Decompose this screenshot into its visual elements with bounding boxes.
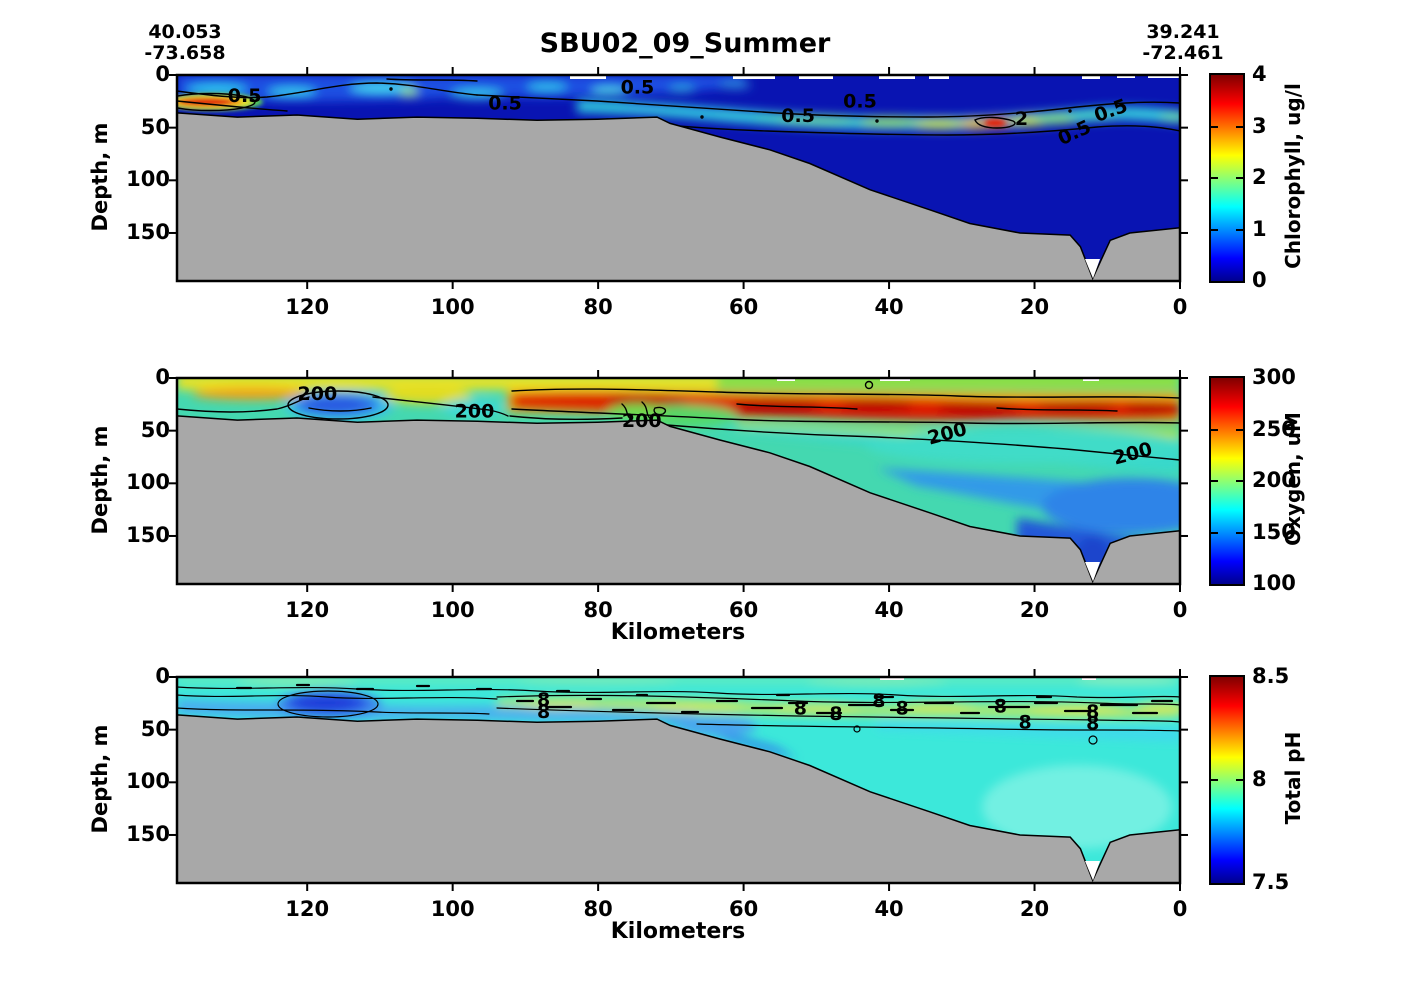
valley-gap bbox=[1085, 861, 1100, 881]
seafloor bbox=[177, 415, 1180, 584]
x-tick-label: 20 bbox=[1019, 295, 1050, 319]
x-tick-label: 60 bbox=[728, 897, 759, 921]
panel-chlorophyll: 0.5 0.50.50.50.52 0.50.5 bbox=[169, 67, 1188, 289]
contour-label: 8 bbox=[1086, 701, 1099, 723]
colorbar-title-ph: Total pH bbox=[1281, 731, 1305, 825]
valley-gap bbox=[1085, 259, 1100, 279]
x-tick-label: 80 bbox=[583, 295, 613, 319]
x-tick-label: 80 bbox=[583, 598, 613, 622]
contour-label: 200 bbox=[455, 401, 495, 423]
contour-label: 0.5 bbox=[488, 92, 522, 114]
contour-label: 8 bbox=[896, 698, 909, 720]
y-tick-label: 0 bbox=[155, 664, 170, 688]
y-axis-label: Depth, m bbox=[88, 122, 112, 232]
y-tick-label: 150 bbox=[126, 522, 170, 547]
field-chlorophyll bbox=[177, 75, 1180, 281]
colorbar-chlorophyll bbox=[1209, 73, 1245, 283]
contour-dashes bbox=[235, 683, 1174, 715]
colorbar-ph bbox=[1209, 675, 1245, 885]
axis-ticks bbox=[169, 67, 1188, 289]
colorbar-title-oxygen: Oxygen, uM bbox=[1281, 412, 1305, 546]
seafloor bbox=[177, 112, 1180, 281]
contour-label: 0.5 bbox=[843, 90, 877, 112]
axis-ticks bbox=[169, 370, 1188, 592]
x-tick-label: 0 bbox=[1172, 295, 1188, 319]
seafloor bbox=[177, 714, 1180, 883]
end-longitude: -72.461 bbox=[1142, 42, 1224, 64]
contour-label: 8 bbox=[1086, 712, 1099, 734]
end-latitude: 39.241 bbox=[1146, 21, 1220, 43]
contour-label: 200 bbox=[622, 410, 662, 432]
contour-label: 2 bbox=[1015, 108, 1028, 130]
x-axis-label: Kilometers bbox=[610, 919, 746, 944]
contour-label: 8 bbox=[872, 690, 885, 712]
x-tick-label: 40 bbox=[874, 598, 904, 622]
y-tick-label: 50 bbox=[140, 417, 170, 442]
x-tick-label: 80 bbox=[583, 897, 613, 921]
start-latitude: 40.053 bbox=[148, 21, 222, 43]
section-start-coordinates: 40.053 -73.658 bbox=[120, 22, 250, 64]
x-tick-label: 20 bbox=[1019, 897, 1050, 921]
start-longitude: -73.658 bbox=[144, 42, 226, 64]
contour-label: 8 bbox=[537, 701, 550, 723]
colorbar-oxygen bbox=[1209, 376, 1245, 586]
x-tick-label: 20 bbox=[1019, 598, 1050, 622]
x-tick-label: 120 bbox=[285, 295, 330, 319]
x-tick-label: 100 bbox=[430, 295, 475, 319]
contour-label: 8 bbox=[994, 695, 1007, 717]
contour-label: 8 bbox=[537, 689, 550, 711]
x-tick-label: 40 bbox=[874, 295, 904, 319]
y-tick-label: 150 bbox=[126, 219, 170, 244]
y-axis-label: Depth, m bbox=[88, 724, 112, 834]
colorbar-tick-label: 1 bbox=[1252, 216, 1267, 241]
x-tick-label: 100 bbox=[430, 598, 475, 622]
colorbar-tick-label: 0 bbox=[1252, 268, 1267, 292]
contour-label: 200 bbox=[298, 383, 338, 405]
x-tick-label: 0 bbox=[1172, 897, 1188, 921]
contour-label: 8 bbox=[829, 703, 842, 725]
y-tick-label: 100 bbox=[126, 470, 170, 495]
contour-label: 8 bbox=[794, 698, 807, 720]
x-tick-label: 40 bbox=[874, 897, 904, 921]
y-tick-label: 100 bbox=[126, 769, 170, 794]
y-tick-label: 50 bbox=[140, 114, 170, 139]
x-tick-label: 60 bbox=[728, 598, 759, 622]
colorbar-tick-label: 2 bbox=[1252, 165, 1267, 189]
field-ph bbox=[177, 677, 1180, 883]
contour-label: 0.5 bbox=[621, 77, 655, 99]
contour-lines bbox=[177, 380, 1180, 461]
y-tick-label: 0 bbox=[155, 365, 170, 389]
panel-ph: 88 8 88 8 88 88 bbox=[169, 669, 1188, 891]
y-tick-label: 150 bbox=[126, 821, 170, 846]
axes-frame bbox=[175, 675, 1182, 885]
x-tick-label: 100 bbox=[430, 897, 475, 921]
x-axis-label: Kilometers bbox=[610, 620, 746, 645]
axis-ticks bbox=[169, 669, 1188, 891]
field-oxygen bbox=[177, 378, 1180, 584]
x-tick-label: 60 bbox=[728, 295, 759, 319]
colorbar-title-chlorophyll: Chlorophyll, ug/l bbox=[1281, 83, 1305, 269]
contour-label: 8 bbox=[1018, 711, 1031, 733]
y-tick-label: 0 bbox=[155, 62, 170, 86]
section-end-coordinates: 39.241 -72.461 bbox=[1118, 22, 1248, 64]
y-tick-label: 100 bbox=[126, 167, 170, 192]
contour-label: 0.5 bbox=[228, 85, 262, 107]
axes-frame bbox=[175, 376, 1182, 586]
contour-lines bbox=[177, 683, 1180, 745]
y-axis-label: Depth, m bbox=[88, 425, 112, 535]
colorbar-tick-label: 3 bbox=[1252, 113, 1267, 138]
y-tick-label: 50 bbox=[140, 716, 170, 741]
contour-lines bbox=[177, 78, 1180, 136]
axes-frame bbox=[175, 73, 1182, 283]
colorbar-tick-label: 4 bbox=[1252, 62, 1267, 86]
x-tick-label: 0 bbox=[1172, 598, 1188, 622]
valley-gap bbox=[1085, 562, 1100, 582]
page-title: SBU02_09_Summer bbox=[539, 28, 831, 59]
x-tick-label: 120 bbox=[285, 897, 330, 921]
x-tick-label: 120 bbox=[285, 598, 330, 622]
contour-label: 0.5 bbox=[781, 105, 815, 127]
colorbar-tick-label: 8 bbox=[1252, 767, 1267, 791]
